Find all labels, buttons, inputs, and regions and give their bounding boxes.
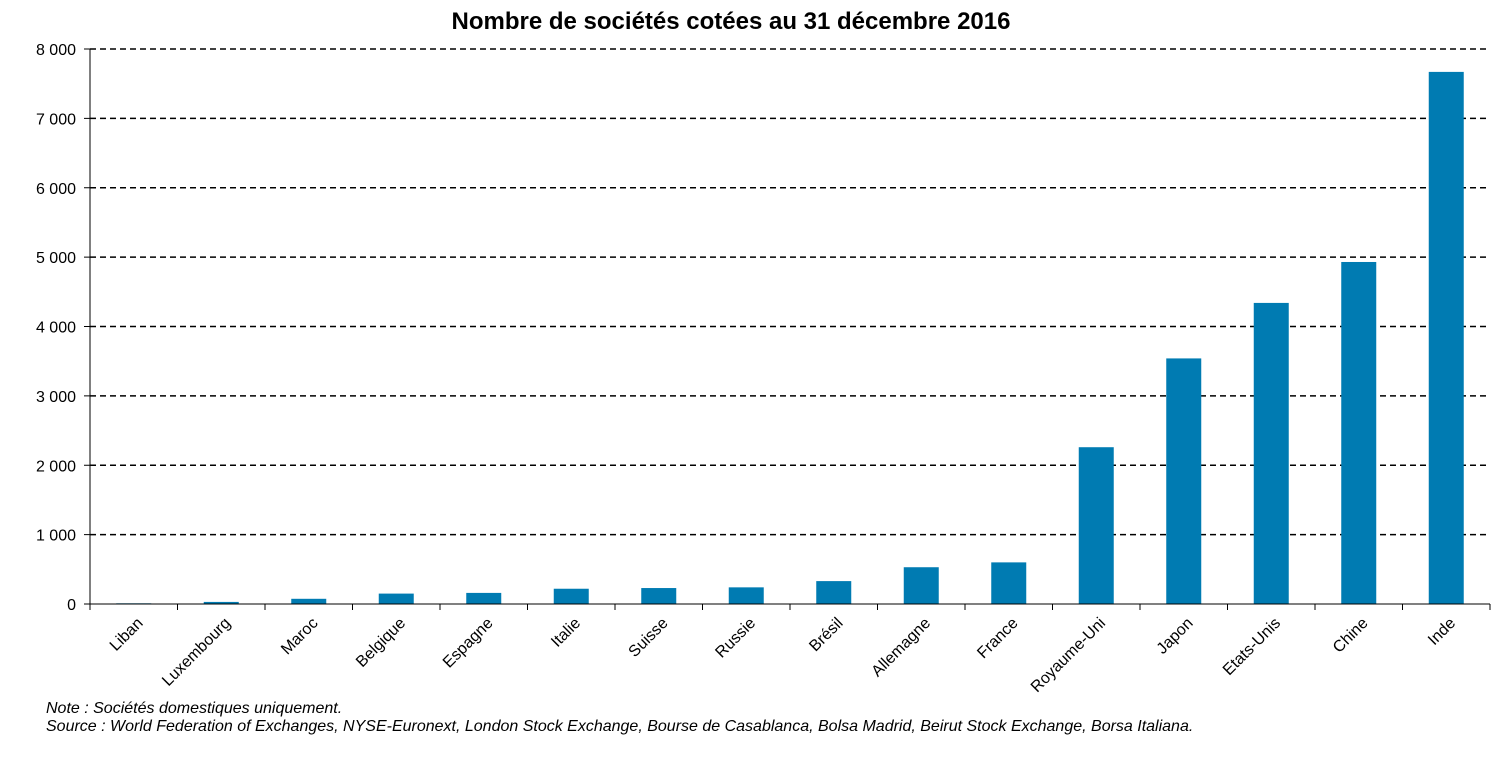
- y-tick-label: 5 000: [36, 250, 76, 267]
- bar-inde: [1428, 71, 1464, 605]
- x-tick-label: Liban: [107, 615, 147, 655]
- bar-luxembourg: [203, 601, 239, 604]
- bar-france: [991, 562, 1027, 604]
- x-tick-label: Belgique: [353, 615, 409, 671]
- y-tick-label: 0: [67, 597, 76, 614]
- x-tick-label: Italie: [548, 615, 584, 651]
- y-tick-label: 1 000: [36, 528, 76, 545]
- bar-russie: [728, 587, 764, 604]
- x-tick-label: Japon: [1154, 615, 1197, 658]
- axes: [89, 49, 1491, 610]
- gridlines: [90, 48, 1490, 536]
- bar-espagne: [466, 592, 502, 604]
- x-tick-label: Brésil: [806, 615, 846, 655]
- y-axis-ticks: 0 1 000 2 000 3 000 4 000 5 000 6 000 7 000 8 00…: [36, 42, 90, 614]
- bar-chine: [1341, 261, 1377, 604]
- bar-chart: 0 1 000 2 000 3 000 4 000 5 000 6 000 7 000 8 00…: [36, 42, 1491, 696]
- bar-japon: [1166, 358, 1202, 604]
- x-tick-label: Royaume-Uni: [1028, 615, 1109, 696]
- y-tick-label: 2 000: [36, 458, 76, 475]
- bar-italie: [553, 588, 589, 604]
- x-tick-label: Maroc: [278, 615, 321, 658]
- x-tick-label: Allemagne: [869, 615, 935, 681]
- x-axis-ticks: Liban Luxembourg Maroc Belgique Espagne Itali…: [107, 615, 1459, 696]
- y-tick-label: 7 000: [36, 111, 76, 128]
- y-tick-label: 3 000: [36, 389, 76, 406]
- y-tick-label: 4 000: [36, 320, 76, 337]
- x-tick-label: Suisse: [626, 615, 672, 661]
- x-tick-label: France: [974, 615, 1021, 662]
- bar-allemagne: [903, 567, 939, 604]
- x-tick-label: Russie: [712, 615, 759, 662]
- bar-br-sil: [816, 581, 852, 604]
- bar-royaume-uni: [1078, 447, 1114, 604]
- source-text: Source : World Federation of Exchanges, …: [46, 718, 1194, 735]
- bar-maroc: [291, 598, 327, 604]
- bars: [116, 71, 1464, 605]
- x-tick-label: Espagne: [440, 615, 497, 672]
- chart-notes: Note : Sociétés domestiques uniquement. …: [46, 700, 1246, 736]
- x-tick-label: Inde: [1425, 615, 1459, 649]
- bar-etats-unis: [1253, 302, 1289, 604]
- chart-title: Nombre de sociétés cotées au 31 décembre…: [451, 8, 1011, 35]
- x-tick-label: Etats-Unis: [1220, 615, 1284, 679]
- y-tick-label: 8 000: [36, 42, 76, 59]
- note-text: Note : Sociétés domestiques uniquement.: [46, 700, 343, 717]
- x-tick-label: Luxembourg: [159, 615, 234, 690]
- bar-belgique: [378, 593, 414, 604]
- y-tick-label: 6 000: [36, 181, 76, 198]
- x-tick-label: Chine: [1330, 615, 1372, 657]
- bar-suisse: [641, 588, 677, 604]
